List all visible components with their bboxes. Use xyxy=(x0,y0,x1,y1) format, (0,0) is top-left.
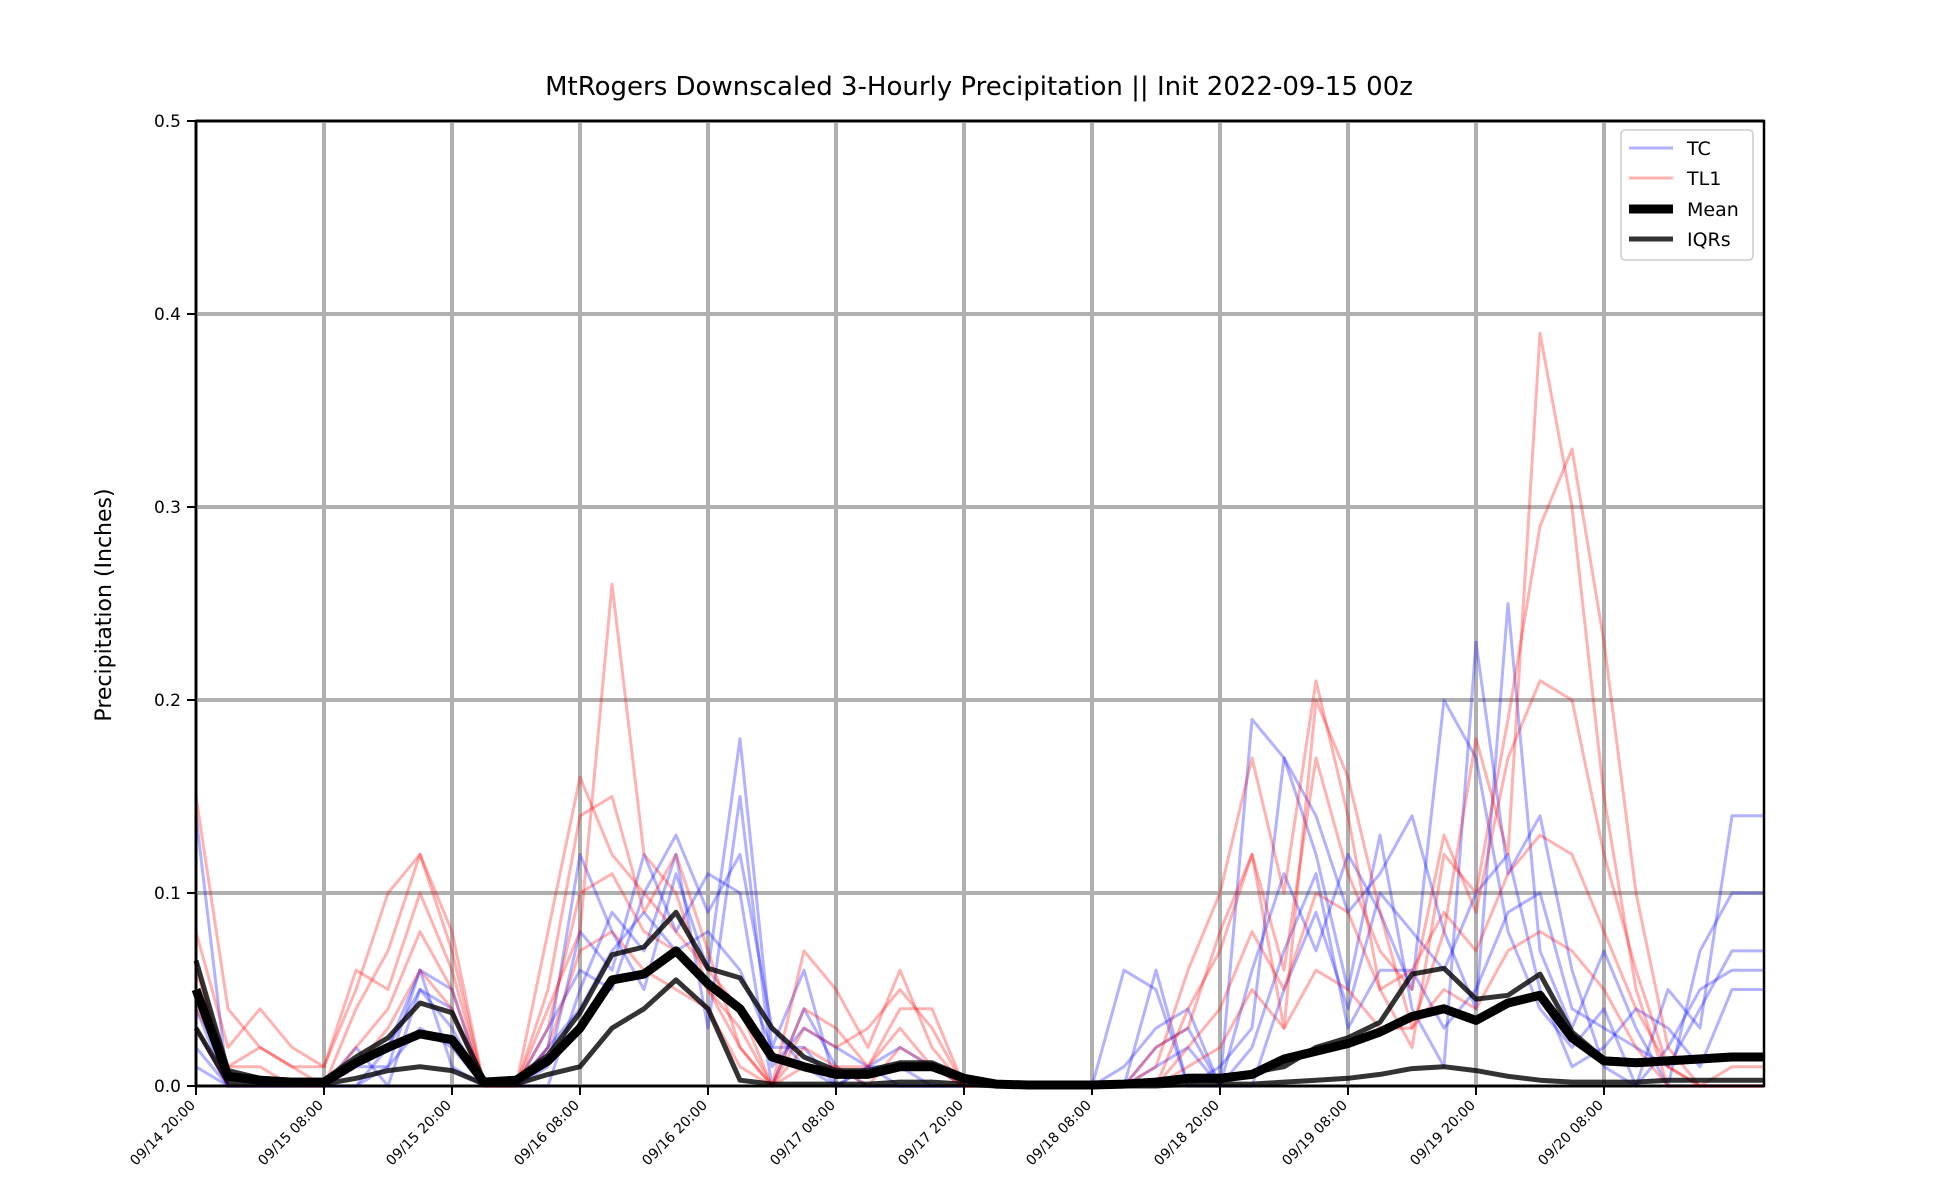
y-tick-label: 0.3 xyxy=(154,498,181,518)
y-axis-label: Precipitation (Inches) xyxy=(92,488,117,721)
legend-label-tc: TC xyxy=(1686,138,1711,160)
grid-lines xyxy=(194,119,1764,1088)
legend-label-mean: Mean xyxy=(1687,199,1739,221)
y-tick-label: 0.4 xyxy=(154,305,181,325)
legend-frame xyxy=(1620,129,1754,261)
chart-title: MtRogers Downscaled 3-Hourly Precipitati… xyxy=(545,72,1413,102)
y-tick-label: 0.0 xyxy=(154,1077,181,1097)
y-tick-label: 0.1 xyxy=(154,884,181,904)
legend-label-iqrs: IQRs xyxy=(1687,229,1731,251)
legend-label-tl1: TL1 xyxy=(1686,168,1721,190)
plot-frame xyxy=(194,119,1766,1088)
y-axis-ticks: 0.0 0.1 0.2 0.3 0.4 0.5 xyxy=(154,112,196,1097)
legend: TC TL1 Mean IQRs xyxy=(1620,129,1754,261)
y-tick-label: 0.2 xyxy=(154,691,181,711)
y-tick-label: 0.5 xyxy=(154,112,181,132)
plot-area: 0.00.10.20.30.40.5 09/14 20:00 09/15 08:0… xyxy=(127,112,1766,1169)
iqr-line xyxy=(193,909,1764,1087)
